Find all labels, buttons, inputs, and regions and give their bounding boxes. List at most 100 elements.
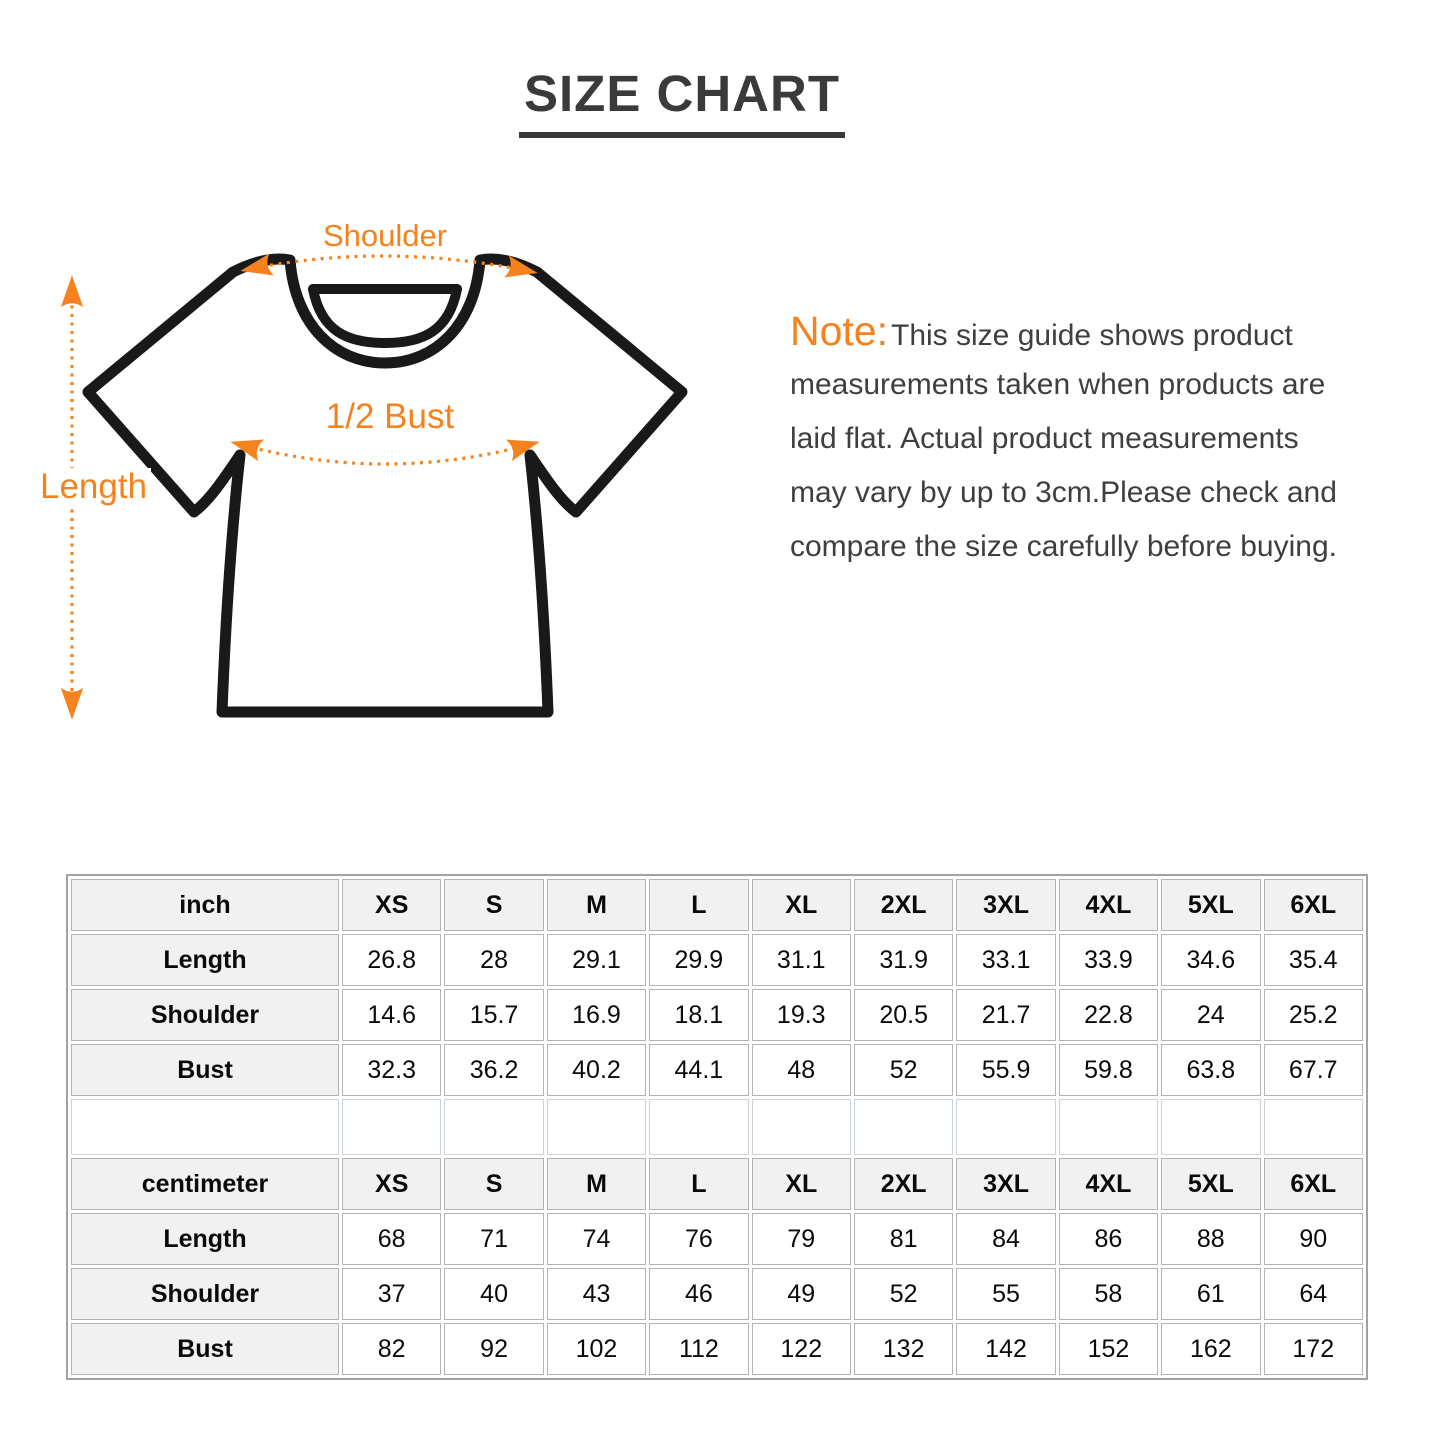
unit-header-cell: centimeter: [71, 1158, 339, 1210]
size-value-cell: 52: [853, 1268, 954, 1320]
size-value-cell: 34.6: [1161, 934, 1261, 986]
size-value-cell: 36.2: [444, 1044, 544, 1096]
size-value-cell: 81: [853, 1213, 954, 1265]
unit-header-row: centimeter XS S M L XL 2XL 3XL 4XL 5XL 6XL: [71, 1158, 1363, 1210]
row-label-cell: Length: [71, 1213, 339, 1265]
size-value-cell: 37: [342, 1268, 442, 1320]
unit-header-row: inch XS S M L XL 2XL 3XL 4XL 5XL 6XL: [71, 879, 1363, 931]
size-value-cell: 122: [751, 1323, 851, 1375]
size-column-header: S: [444, 879, 544, 931]
unit-header-cell: inch: [71, 879, 339, 931]
row-label-cell: Bust: [71, 1044, 339, 1096]
size-value-cell: 112: [649, 1323, 749, 1375]
measurement-row: Shoulder 14.6 15.7 16.9 18.1 19.3 20.5 21.7 22.8…: [71, 989, 1363, 1041]
size-column-header: 2XL: [853, 879, 954, 931]
row-label-cell: Shoulder: [71, 1268, 339, 1320]
size-value-cell: 132: [853, 1323, 954, 1375]
note-text: This size guide shows product: [891, 319, 1293, 352]
spacer-cell: [956, 1099, 1056, 1155]
size-column-header: 5XL: [1161, 879, 1261, 931]
size-value-cell: 142: [956, 1323, 1056, 1375]
size-value-cell: 52: [853, 1044, 954, 1096]
size-value-cell: 29.1: [546, 934, 647, 986]
size-value-cell: 22.8: [1058, 989, 1159, 1041]
size-value-cell: 33.9: [1058, 934, 1159, 986]
size-column-header: 6XL: [1263, 879, 1363, 931]
size-value-cell: 48: [751, 1044, 851, 1096]
size-value-cell: 61: [1161, 1268, 1261, 1320]
size-value-cell: 29.9: [649, 934, 749, 986]
spacer-cell: [342, 1099, 442, 1155]
row-label-cell: Shoulder: [71, 989, 339, 1041]
size-value-cell: 14.6: [342, 989, 442, 1041]
size-value-cell: 20.5: [853, 989, 954, 1041]
note-line: compare the size carefully before buying…: [790, 530, 1337, 563]
spacer-cell: [71, 1099, 339, 1155]
size-value-cell: 49: [751, 1268, 851, 1320]
size-value-cell: 63.8: [1161, 1044, 1261, 1096]
bust-label: 1/2 Bust: [321, 397, 459, 437]
size-column-header: 5XL: [1161, 1158, 1261, 1210]
size-column-header: 4XL: [1058, 1158, 1159, 1210]
size-value-cell: 16.9: [546, 989, 647, 1041]
size-column-header: M: [546, 1158, 647, 1210]
spacer-cell: [1161, 1099, 1261, 1155]
size-value-cell: 79: [751, 1213, 851, 1265]
size-table-body: inch XS S M L XL 2XL 3XL 4XL 5XL 6XL Length 26.8 28 29…: [71, 879, 1363, 1375]
size-value-cell: 40.2: [546, 1044, 647, 1096]
page-title: SIZE CHART: [519, 64, 845, 138]
size-value-cell: 18.1: [649, 989, 749, 1041]
bust-measure-arrow: [230, 439, 540, 466]
note-line: measurements taken when products are: [790, 368, 1326, 401]
size-value-cell: 46: [649, 1268, 749, 1320]
size-value-cell: 35.4: [1263, 934, 1363, 986]
note-line: may vary by up to 3cm.Please check and: [790, 476, 1337, 509]
size-value-cell: 59.8: [1058, 1044, 1159, 1096]
row-label-cell: Length: [71, 934, 339, 986]
measurement-row: Bust 82 92 102 112 122 132 142 152 162 172: [71, 1323, 1363, 1375]
size-value-cell: 19.3: [751, 989, 851, 1041]
size-value-cell: 58: [1058, 1268, 1159, 1320]
size-value-cell: 92: [444, 1323, 544, 1375]
size-value-cell: 86: [1058, 1213, 1159, 1265]
size-column-header: 2XL: [853, 1158, 954, 1210]
size-value-cell: 102: [546, 1323, 647, 1375]
size-value-cell: 71: [444, 1213, 544, 1265]
spacer-cell: [751, 1099, 851, 1155]
size-value-cell: 15.7: [444, 989, 544, 1041]
spacer-cell: [649, 1099, 749, 1155]
size-value-cell: 24: [1161, 989, 1261, 1041]
size-column-header: 3XL: [956, 1158, 1056, 1210]
size-value-cell: 21.7: [956, 989, 1056, 1041]
size-value-cell: 64: [1263, 1268, 1363, 1320]
spacer-cell: [1058, 1099, 1159, 1155]
size-table-section: inch XS S M L XL 2XL 3XL 4XL 5XL 6XL Length 26.8 28 29…: [66, 874, 1368, 1380]
note-line: laid flat. Actual product measurements: [790, 422, 1299, 455]
size-value-cell: 82: [342, 1323, 442, 1375]
size-value-cell: 55: [956, 1268, 1056, 1320]
tshirt-outline: [82, 253, 688, 718]
size-value-cell: 74: [546, 1213, 647, 1265]
size-value-cell: 67.7: [1263, 1044, 1363, 1096]
spacer-cell: [546, 1099, 647, 1155]
size-value-cell: 44.1: [649, 1044, 749, 1096]
size-value-cell: 31.1: [751, 934, 851, 986]
note-line: Note: This size guide shows product: [790, 304, 1420, 358]
size-value-cell: 76: [649, 1213, 749, 1265]
size-value-cell: 68: [342, 1213, 442, 1265]
size-column-header: S: [444, 1158, 544, 1210]
spacer-row: [71, 1099, 1363, 1155]
size-column-header: XL: [751, 879, 851, 931]
size-column-header: XS: [342, 1158, 442, 1210]
size-value-cell: 25.2: [1263, 989, 1363, 1041]
size-column-header: L: [649, 1158, 749, 1210]
size-value-cell: 90: [1263, 1213, 1363, 1265]
note-label: Note:: [790, 308, 888, 354]
row-label-cell: Bust: [71, 1323, 339, 1375]
length-label: Length: [36, 467, 152, 507]
tshirt-measurement-diagram: [60, 253, 688, 720]
size-column-header: 4XL: [1058, 879, 1159, 931]
size-value-cell: 152: [1058, 1323, 1159, 1375]
size-value-cell: 162: [1161, 1323, 1261, 1375]
